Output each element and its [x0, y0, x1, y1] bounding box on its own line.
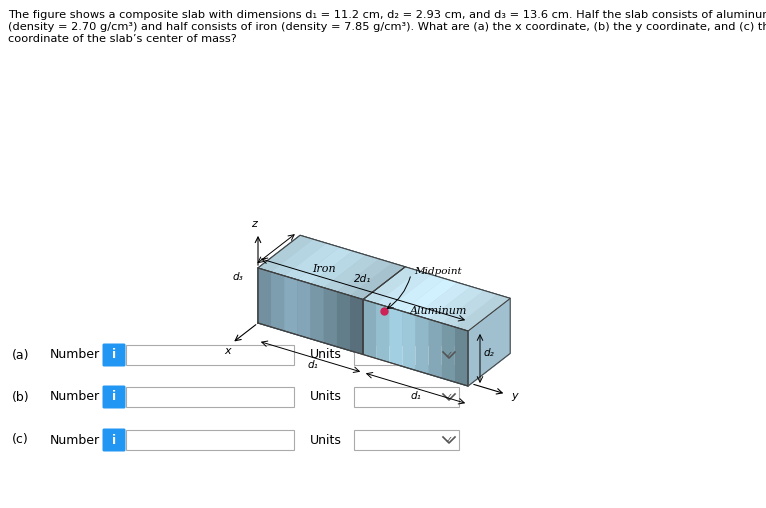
Text: Units: Units — [310, 391, 342, 403]
Text: (c): (c) — [12, 433, 29, 447]
Text: coordinate of the slab’s center of mass?: coordinate of the slab’s center of mass? — [8, 34, 237, 44]
Polygon shape — [300, 235, 405, 322]
FancyBboxPatch shape — [354, 387, 459, 407]
Polygon shape — [258, 268, 363, 355]
Polygon shape — [402, 279, 457, 315]
Polygon shape — [258, 235, 405, 300]
Polygon shape — [310, 284, 323, 343]
Text: y: y — [511, 391, 518, 401]
Text: i: i — [112, 391, 116, 403]
FancyBboxPatch shape — [103, 429, 126, 452]
FancyBboxPatch shape — [103, 386, 126, 408]
FancyBboxPatch shape — [354, 345, 459, 365]
Text: The figure shows a composite slab with dimensions d₁ = 11.2 cm, d₂ = 2.93 cm, an: The figure shows a composite slab with d… — [8, 10, 766, 20]
Text: x: x — [224, 346, 231, 356]
Text: Midpoint: Midpoint — [414, 267, 462, 276]
Polygon shape — [284, 276, 297, 335]
Polygon shape — [429, 287, 484, 323]
Polygon shape — [389, 307, 402, 366]
Polygon shape — [376, 303, 389, 362]
Polygon shape — [258, 291, 405, 355]
FancyBboxPatch shape — [126, 387, 294, 407]
Text: i: i — [112, 433, 116, 447]
Polygon shape — [258, 268, 271, 327]
Polygon shape — [442, 323, 455, 382]
FancyBboxPatch shape — [354, 430, 459, 450]
Polygon shape — [297, 280, 310, 339]
FancyBboxPatch shape — [126, 345, 294, 365]
Text: Number: Number — [50, 433, 100, 447]
Polygon shape — [337, 292, 350, 351]
Polygon shape — [363, 267, 418, 303]
Polygon shape — [323, 288, 337, 346]
Polygon shape — [363, 267, 510, 331]
Text: Aluminum: Aluminum — [410, 306, 467, 316]
Polygon shape — [442, 291, 497, 327]
Text: d₁: d₁ — [307, 360, 318, 370]
Polygon shape — [350, 296, 363, 355]
Polygon shape — [405, 267, 510, 354]
Text: (a): (a) — [12, 348, 30, 362]
FancyBboxPatch shape — [126, 430, 294, 450]
Polygon shape — [389, 275, 444, 311]
Text: ✓: ✓ — [445, 435, 453, 445]
Polygon shape — [258, 235, 313, 272]
Polygon shape — [455, 327, 468, 386]
Polygon shape — [271, 239, 326, 276]
Text: Units: Units — [310, 348, 342, 362]
Polygon shape — [297, 247, 352, 284]
Text: d₃: d₃ — [233, 272, 244, 282]
Polygon shape — [337, 259, 392, 296]
Polygon shape — [271, 272, 284, 331]
FancyBboxPatch shape — [103, 343, 126, 366]
Polygon shape — [363, 300, 376, 359]
Polygon shape — [363, 300, 468, 386]
Polygon shape — [429, 319, 442, 378]
Text: ✓: ✓ — [445, 392, 453, 402]
Polygon shape — [284, 243, 339, 280]
Polygon shape — [415, 315, 429, 374]
Text: z: z — [251, 219, 257, 229]
Polygon shape — [376, 271, 431, 307]
Text: Number: Number — [50, 348, 100, 362]
Polygon shape — [468, 298, 510, 386]
Polygon shape — [310, 251, 366, 288]
Text: d₁: d₁ — [410, 391, 421, 401]
Text: Number: Number — [50, 391, 100, 403]
Text: Iron: Iron — [312, 265, 336, 274]
Text: (density = 2.70 g/cm³) and half consists of iron (density = 7.85 g/cm³). What ar: (density = 2.70 g/cm³) and half consists… — [8, 22, 766, 32]
Text: i: i — [112, 348, 116, 362]
Polygon shape — [323, 255, 379, 292]
Polygon shape — [363, 322, 510, 386]
Polygon shape — [402, 311, 415, 370]
Polygon shape — [350, 263, 405, 300]
Polygon shape — [415, 282, 471, 319]
Text: ✓: ✓ — [445, 350, 453, 360]
Polygon shape — [258, 235, 300, 323]
Polygon shape — [455, 295, 510, 331]
Text: Units: Units — [310, 433, 342, 447]
Text: (b): (b) — [12, 391, 30, 403]
Text: 2d₁: 2d₁ — [355, 274, 372, 284]
Text: d₂: d₂ — [484, 347, 495, 358]
